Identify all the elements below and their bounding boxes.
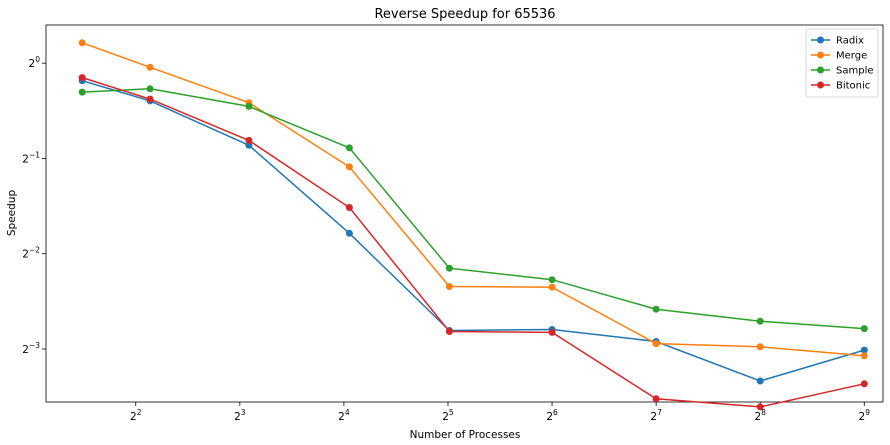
x-tick-label: 26 — [546, 408, 558, 423]
y-tick-label: 2−1 — [22, 150, 40, 165]
series-line — [81, 76, 865, 408]
legend-item: Bitonic — [811, 81, 870, 92]
data-point — [548, 328, 556, 336]
x-tick-label: 22 — [130, 408, 142, 423]
data-point — [245, 141, 253, 149]
legend-swatch-marker — [817, 51, 824, 59]
y-tick-label: 20 — [29, 55, 41, 70]
data-point — [78, 39, 86, 47]
legend-swatch-marker — [817, 66, 824, 74]
data-point — [345, 204, 353, 211]
y-tick-label: 2−3 — [22, 341, 40, 356]
x-tick-label: 28 — [754, 408, 766, 423]
series-sample — [78, 85, 868, 333]
series-radix — [78, 77, 868, 385]
data-point — [345, 163, 353, 171]
data-point — [756, 403, 764, 411]
data-point — [78, 74, 86, 82]
data-point — [146, 63, 154, 71]
data-point — [860, 346, 868, 354]
legend-item: Sample — [811, 66, 874, 77]
legend-label: Bitonic — [836, 81, 870, 92]
x-tick-label: 24 — [338, 408, 350, 423]
y-axis-label: Speedup — [6, 190, 18, 237]
data-point — [548, 283, 556, 291]
data-point — [756, 343, 764, 351]
data-point — [860, 352, 868, 360]
series-line — [81, 42, 865, 357]
data-point — [652, 395, 660, 403]
data-point — [445, 328, 453, 335]
data-point — [245, 136, 253, 144]
x-axis: 22 23 24 25 26 27 28 29 — [130, 402, 870, 423]
legend-item: Merge — [811, 51, 867, 62]
legend-box — [805, 28, 879, 98]
series-layer — [78, 39, 868, 411]
y-tick-label: 2−2 — [22, 246, 40, 261]
legend-swatch-marker — [817, 81, 824, 89]
legend-item: Radix — [811, 36, 864, 47]
x-tick-label: 29 — [859, 408, 871, 423]
legend-swatch-marker — [817, 36, 824, 44]
legend-label: Radix — [836, 36, 864, 47]
data-point — [445, 283, 453, 290]
plot-area — [45, 24, 884, 403]
chart-title: Reverse Speedup for 65536 — [374, 7, 555, 22]
data-point — [756, 317, 764, 325]
x-tick-label: 25 — [442, 408, 454, 423]
data-point — [756, 377, 764, 385]
data-point — [78, 88, 86, 96]
data-point — [860, 325, 868, 333]
data-point — [345, 144, 353, 152]
data-point — [146, 85, 154, 93]
data-point — [445, 264, 453, 272]
data-point — [345, 229, 353, 237]
x-tick-label: 27 — [650, 408, 662, 423]
series-merge — [78, 39, 868, 360]
y-axis: 20 2−1 2−2 2−3 — [22, 55, 46, 356]
legend: Radix Merge Sample Bitonic — [805, 28, 879, 98]
x-axis-label: Number of Processes — [410, 429, 521, 441]
series-line — [81, 79, 865, 382]
data-point — [548, 276, 556, 284]
series-line — [82, 88, 865, 330]
data-point — [860, 380, 868, 388]
data-point — [146, 95, 154, 103]
series-bitonic — [78, 74, 868, 411]
legend-label: Sample — [836, 66, 874, 77]
data-point — [652, 305, 660, 313]
x-tick-label: 23 — [234, 408, 246, 423]
legend-label: Merge — [836, 51, 867, 62]
data-point — [245, 102, 253, 110]
data-point — [652, 340, 660, 348]
